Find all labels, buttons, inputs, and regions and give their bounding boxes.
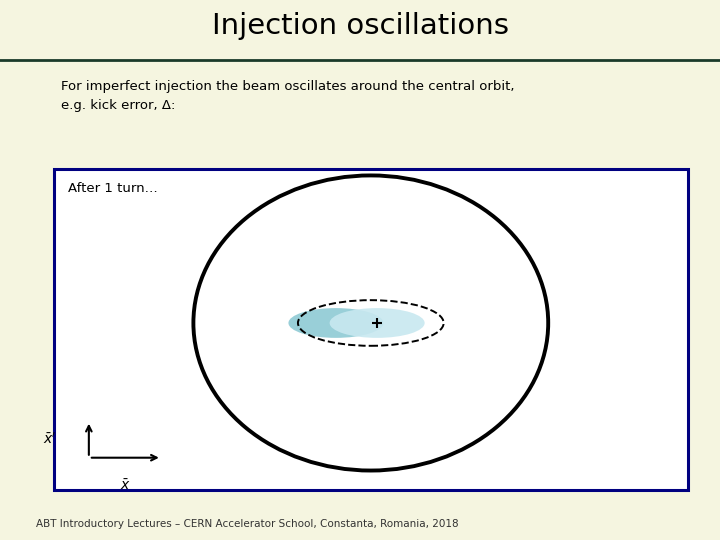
Text: ABT Introductory Lectures – CERN Accelerator School, Constanta, Romania, 2018: ABT Introductory Lectures – CERN Acceler… [36, 519, 459, 529]
Ellipse shape [330, 308, 425, 338]
Ellipse shape [289, 308, 384, 338]
Text: For imperfect injection the beam oscillates around the central orbit,
e.g. kick : For imperfect injection the beam oscilla… [61, 80, 515, 112]
FancyBboxPatch shape [54, 169, 688, 490]
Text: Injection oscillations: Injection oscillations [212, 12, 508, 40]
Text: $\bar{x}'$: $\bar{x}'$ [42, 431, 56, 447]
Text: $\bar{x}$: $\bar{x}$ [120, 478, 130, 492]
Text: After 1 turn…: After 1 turn… [68, 183, 158, 195]
